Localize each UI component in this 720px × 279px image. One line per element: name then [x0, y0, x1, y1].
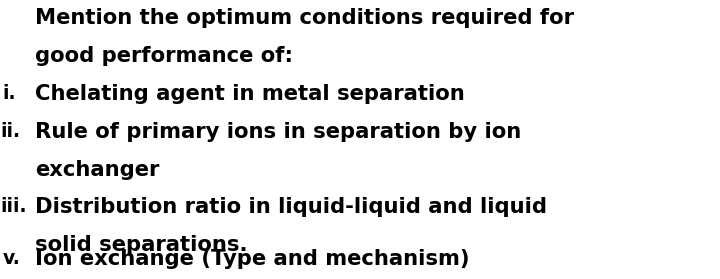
Text: ii.: ii. — [0, 122, 20, 141]
Text: Rule of primary ions in separation by ion: Rule of primary ions in separation by io… — [35, 122, 521, 142]
Text: Mention the optimum conditions required for: Mention the optimum conditions required … — [35, 8, 574, 28]
Text: v.: v. — [3, 249, 21, 268]
Text: Ion exchange (Type and mechanism): Ion exchange (Type and mechanism) — [35, 249, 469, 269]
Text: exchanger: exchanger — [35, 160, 159, 180]
Text: Distribution ratio in liquid-liquid and liquid: Distribution ratio in liquid-liquid and … — [35, 197, 547, 217]
Text: i.: i. — [2, 84, 16, 103]
Text: Chelating agent in metal separation: Chelating agent in metal separation — [35, 84, 464, 104]
Text: solid separations.: solid separations. — [35, 235, 248, 255]
Text: iii.: iii. — [0, 197, 27, 216]
Text: good performance of:: good performance of: — [35, 46, 293, 66]
